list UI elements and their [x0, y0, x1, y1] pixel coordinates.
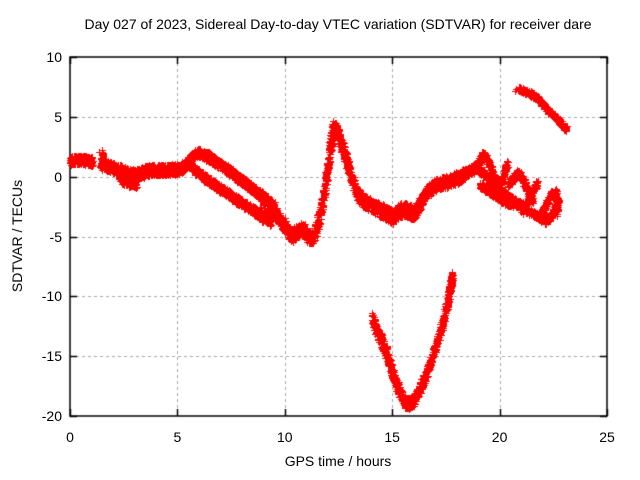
- x-axis-label: GPS time / hours: [284, 453, 392, 469]
- y-tick-label: -5: [49, 228, 62, 245]
- y-tick-label: 5: [54, 108, 62, 125]
- y-tick-label: -20: [41, 408, 62, 424]
- y-tick-label: -15: [41, 348, 62, 365]
- y-tick-label: 10: [46, 49, 62, 65]
- x-tick-label: 5: [173, 429, 182, 445]
- x-tick-label: 25: [599, 429, 615, 445]
- x-tick-label: 20: [491, 429, 508, 445]
- x-tick-label: 10: [277, 429, 293, 445]
- y-axis-label: SDTVAR / TECUs: [9, 179, 25, 293]
- chart-title: Day 027 of 2023, Sidereal Day-to-day VTE…: [84, 16, 592, 32]
- x-tick-label: 15: [384, 429, 400, 445]
- x-tick-label: 0: [66, 429, 74, 445]
- y-tick-label: 0: [54, 168, 62, 185]
- y-tick-label: -10: [41, 288, 62, 305]
